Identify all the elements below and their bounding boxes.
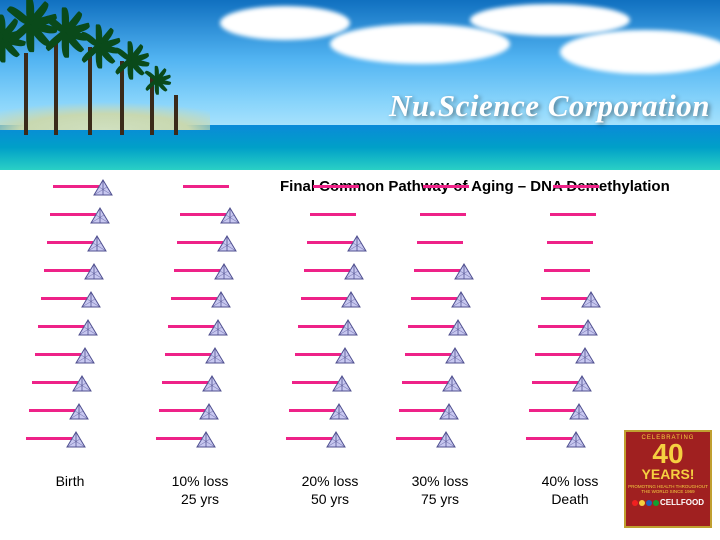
dna-demethylation-diagram: Birth10% loss25 yrs20% loss50 yrs30% los… bbox=[20, 185, 620, 495]
dna-rung bbox=[547, 241, 593, 244]
methyl-marker-icon bbox=[454, 263, 474, 283]
anniversary-badge: CELEBRATING 40 YEARS! PROMOTING HEALTH T… bbox=[624, 430, 712, 528]
methyl-marker-icon bbox=[211, 291, 231, 311]
badge-years: YEARS! bbox=[628, 466, 708, 482]
methyl-marker-icon bbox=[75, 347, 95, 367]
methyl-marker-icon bbox=[84, 263, 104, 283]
methyl-marker-icon bbox=[575, 347, 595, 367]
palm-island bbox=[0, 15, 200, 135]
methyl-marker-icon bbox=[196, 431, 216, 451]
methyl-marker-icon bbox=[338, 319, 358, 339]
dna-rung bbox=[417, 241, 463, 244]
dna-column bbox=[20, 185, 130, 465]
methyl-marker-icon bbox=[220, 207, 240, 227]
methyl-marker-icon bbox=[566, 431, 586, 451]
column-label: 30% loss75 yrs bbox=[380, 473, 500, 508]
brand-name: CELLFOOD bbox=[660, 498, 704, 507]
methyl-marker-icon bbox=[439, 403, 459, 423]
column-label: 20% loss50 yrs bbox=[270, 473, 390, 508]
methyl-marker-icon bbox=[81, 291, 101, 311]
brand-dot-icon bbox=[646, 500, 652, 506]
methyl-marker-icon bbox=[78, 319, 98, 339]
methyl-marker-icon bbox=[332, 375, 352, 395]
methyl-marker-icon bbox=[90, 207, 110, 227]
methyl-marker-icon bbox=[205, 347, 225, 367]
dna-rung bbox=[544, 269, 590, 272]
methyl-marker-icon bbox=[451, 291, 471, 311]
dna-column bbox=[280, 185, 390, 465]
dna-rung bbox=[423, 185, 469, 188]
methyl-marker-icon bbox=[202, 375, 222, 395]
methyl-marker-icon bbox=[72, 375, 92, 395]
methyl-marker-icon bbox=[199, 403, 219, 423]
brand-dot-icon bbox=[653, 500, 659, 506]
dna-column bbox=[390, 185, 500, 465]
column-label: 10% loss25 yrs bbox=[140, 473, 260, 508]
badge-tagline: PROMOTING HEALTH THROUGHOUT THE WORLD SI… bbox=[628, 484, 708, 495]
dna-rung bbox=[553, 185, 599, 188]
dna-rung bbox=[313, 185, 359, 188]
badge-brand: CELLFOOD bbox=[628, 498, 708, 507]
dna-column bbox=[150, 185, 260, 465]
methyl-marker-icon bbox=[341, 291, 361, 311]
methyl-marker-icon bbox=[87, 235, 107, 255]
company-logo-text: Nu.Science Corporation bbox=[389, 88, 710, 124]
methyl-marker-icon bbox=[442, 375, 462, 395]
methyl-marker-icon bbox=[436, 431, 456, 451]
dna-rung bbox=[310, 213, 356, 216]
dna-column bbox=[520, 185, 630, 465]
methyl-marker-icon bbox=[581, 291, 601, 311]
badge-number: 40 bbox=[628, 441, 708, 468]
methyl-marker-icon bbox=[347, 235, 367, 255]
brand-dot-icon bbox=[632, 500, 638, 506]
cloud bbox=[330, 24, 510, 64]
cloud bbox=[560, 30, 720, 74]
column-label: Birth bbox=[10, 473, 130, 491]
cloud bbox=[220, 6, 350, 40]
methyl-marker-icon bbox=[572, 375, 592, 395]
column-label: 40% lossDeath bbox=[510, 473, 630, 508]
methyl-marker-icon bbox=[445, 347, 465, 367]
methyl-marker-icon bbox=[69, 403, 89, 423]
methyl-marker-icon bbox=[569, 403, 589, 423]
methyl-marker-icon bbox=[329, 403, 349, 423]
methyl-marker-icon bbox=[214, 263, 234, 283]
methyl-marker-icon bbox=[344, 263, 364, 283]
methyl-marker-icon bbox=[448, 319, 468, 339]
methyl-marker-icon bbox=[93, 179, 113, 199]
cloud bbox=[470, 4, 630, 36]
methyl-marker-icon bbox=[335, 347, 355, 367]
palm-tree bbox=[162, 65, 189, 135]
dna-rung bbox=[420, 213, 466, 216]
dna-rung bbox=[183, 185, 229, 188]
methyl-marker-icon bbox=[66, 431, 86, 451]
dna-rung bbox=[550, 213, 596, 216]
methyl-marker-icon bbox=[208, 319, 228, 339]
brand-dot-icon bbox=[639, 500, 645, 506]
palm-tree bbox=[138, 45, 165, 135]
methyl-marker-icon bbox=[326, 431, 346, 451]
methyl-marker-icon bbox=[217, 235, 237, 255]
methyl-marker-icon bbox=[578, 319, 598, 339]
header-banner: Nu.Science Corporation bbox=[0, 0, 720, 170]
